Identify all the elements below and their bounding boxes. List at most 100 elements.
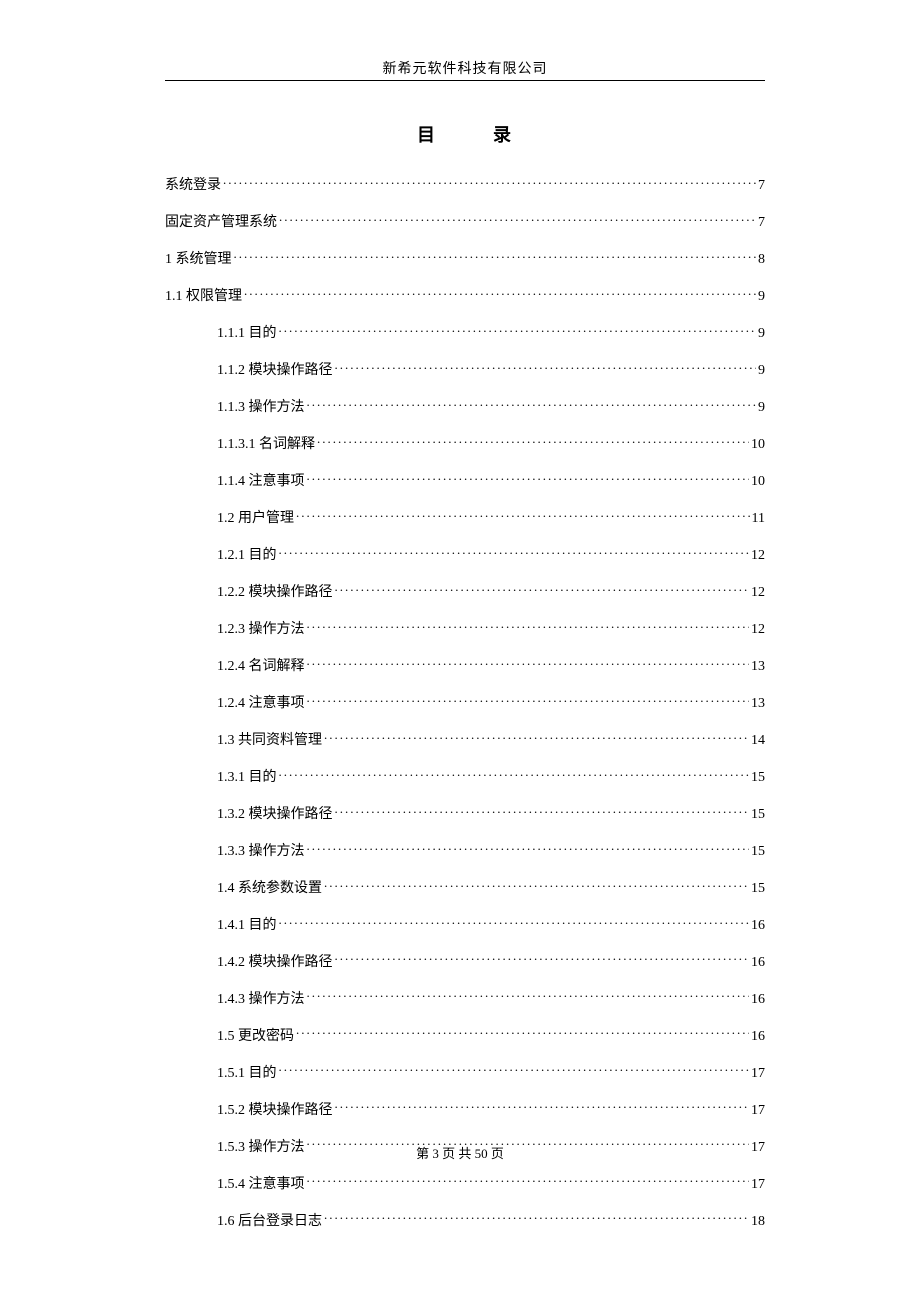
content-area: 新希元软件科技有限公司 目录 系统登录7固定资产管理系统71 系统管理81.1 … [165,58,765,1248]
toc-entry-page: 12 [751,583,765,603]
toc-entry: 1.3.2 模块操作路径 15 [165,804,765,825]
toc-entry-page: 8 [758,250,765,270]
toc-entry-label: 1.1.2 模块操作路径 [217,361,333,381]
toc-entry: 1.1.3.1 名词解释 10 [165,434,765,455]
toc-title-part1: 目 [417,125,437,145]
toc-entry: 1.1.1 目的 9 [165,323,765,344]
toc-leader-dots [234,249,757,263]
toc-entry: 1.6 后台登录日志18 [165,1211,765,1232]
toc-entry: 1.2.1 目的12 [165,545,765,566]
toc-entry-page: 15 [751,805,765,825]
toc-entry-page: 10 [751,435,765,455]
toc-entry-page: 13 [751,694,765,714]
toc-leader-dots [307,841,750,855]
toc-entry-page: 7 [758,176,765,196]
toc-entry-page: 10 [751,472,765,492]
toc-leader-dots [223,175,756,189]
toc-entry-page: 17 [751,1064,765,1084]
toc-entry-label: 1 系统管理 [165,250,232,270]
toc-list: 系统登录7固定资产管理系统71 系统管理81.1 权限管理91.1.1 目的91… [165,175,765,1231]
toc-leader-dots [307,693,750,707]
toc-entry-page: 17 [751,1101,765,1121]
toc-entry-label: 1.4 系统参数设置 [217,879,322,899]
toc-entry: 1.2 用户管理11 [165,508,765,529]
toc-entry-page: 9 [758,287,765,307]
toc-entry: 1.4.3 操作方法16 [165,989,765,1010]
toc-entry: 1.1.4 注意事项 10 [165,471,765,492]
company-name: 新希元软件科技有限公司 [383,62,548,77]
toc-entry: 1 系统管理 8 [165,249,765,270]
toc-entry-page: 15 [751,879,765,899]
toc-entry-page: 16 [751,953,765,973]
toc-entry-label: 1.1.3.1 名词解释 [217,435,315,455]
toc-entry-label: 1.1.3 操作方法 [217,398,305,418]
toc-entry-label: 1.2.4 名词解释 [217,657,305,677]
toc-entry-page: 16 [751,916,765,936]
toc-leader-dots [279,212,756,226]
toc-entry: 1.5.2 模块操作路径 17 [165,1100,765,1121]
toc-leader-dots [307,989,750,1003]
toc-entry-page: 18 [751,1212,765,1232]
toc-leader-dots [296,508,750,522]
toc-entry-label: 1.2.4 注意事项 [217,694,305,714]
toc-entry-label: 1.5.4 注意事项 [217,1175,305,1195]
toc-entry: 1.2.3 操作方法 12 [165,619,765,640]
toc-leader-dots [296,1026,749,1040]
toc-entry-label: 1.1.1 目的 [217,324,277,344]
page-header: 新希元软件科技有限公司 [165,58,765,81]
toc-leader-dots [335,952,750,966]
toc-entry-page: 15 [751,842,765,862]
toc-entry: 1.3.1 目的 15 [165,767,765,788]
toc-entry: 1.4.1 目的 16 [165,915,765,936]
toc-leader-dots [279,1063,750,1077]
toc-leader-dots [279,915,750,929]
toc-leader-dots [244,286,756,300]
toc-leader-dots [279,767,750,781]
page-footer: 第 3 页 共 50 页 [0,1143,920,1162]
toc-entry-page: 11 [752,509,765,529]
toc-entry-page: 9 [758,361,765,381]
toc-leader-dots [335,582,750,596]
toc-entry-page: 7 [758,213,765,233]
toc-entry-label: 1.4.1 目的 [217,916,277,936]
toc-leader-dots [335,1100,750,1114]
toc-leader-dots [317,434,749,448]
toc-entry-label: 1.5.1 目的 [217,1064,277,1084]
toc-entry-label: 1.3.3 操作方法 [217,842,305,862]
toc-entry-label: 1.1.4 注意事项 [217,472,305,492]
toc-leader-dots [279,323,757,337]
toc-entry: 1.4 系统参数设置 15 [165,878,765,899]
toc-entry-label: 1.5.2 模块操作路径 [217,1101,333,1121]
toc-leader-dots [307,471,750,485]
toc-entry-page: 13 [751,657,765,677]
toc-entry: 1.3.3 操作方法 15 [165,841,765,862]
toc-entry: 系统登录 7 [165,175,765,196]
toc-entry: 1.2.2 模块操作路径 12 [165,582,765,603]
toc-entry-label: 1.3.1 目的 [217,768,277,788]
toc-entry-page: 15 [751,768,765,788]
toc-entry-label: 1.2.2 模块操作路径 [217,583,333,603]
toc-entry-label: 1.4.3 操作方法 [217,990,305,1010]
toc-entry-label: 1.2.3 操作方法 [217,620,305,640]
toc-entry-label: 固定资产管理系统 [165,213,277,233]
toc-leader-dots [324,730,749,744]
toc-entry-page: 12 [751,620,765,640]
toc-entry-page: 9 [758,324,765,344]
toc-entry-page: 9 [758,398,765,418]
toc-entry-page: 16 [751,1027,765,1047]
toc-entry-label: 系统登录 [165,176,221,196]
toc-title-part2: 录 [493,125,513,145]
toc-leader-dots [324,878,749,892]
toc-entry-label: 1.3.2 模块操作路径 [217,805,333,825]
toc-leader-dots [324,1211,749,1225]
toc-entry: 1.5 更改密码16 [165,1026,765,1047]
toc-entry: 1.2.4 名词解释 13 [165,656,765,677]
toc-title: 目录 [165,121,765,147]
toc-entry-label: 1.4.2 模块操作路径 [217,953,333,973]
toc-leader-dots [307,619,750,633]
toc-leader-dots [307,1174,750,1188]
document-page: 新希元软件科技有限公司 目录 系统登录7固定资产管理系统71 系统管理81.1 … [0,0,920,1302]
toc-entry: 1.3 共同资料管理14 [165,730,765,751]
toc-leader-dots [335,360,757,374]
page-number-text: 第 3 页 共 50 页 [416,1146,504,1161]
